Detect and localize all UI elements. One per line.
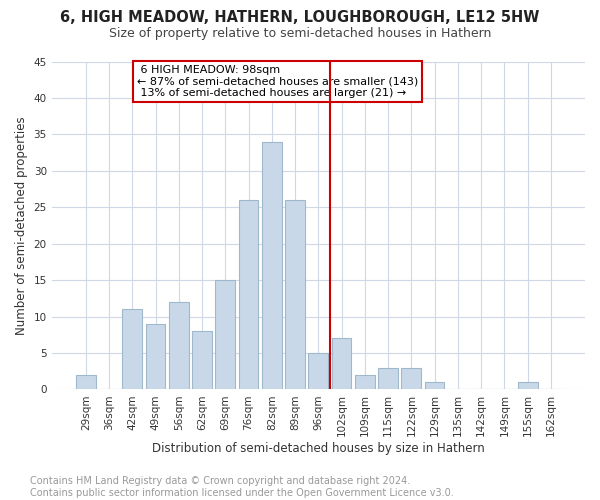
Bar: [146, 324, 166, 390]
Bar: [262, 142, 282, 390]
Bar: [401, 368, 421, 390]
Bar: [355, 375, 375, 390]
Bar: [378, 368, 398, 390]
Bar: [122, 310, 142, 390]
Bar: [239, 200, 259, 390]
Bar: [76, 375, 95, 390]
Bar: [169, 302, 188, 390]
Text: Contains HM Land Registry data © Crown copyright and database right 2024.
Contai: Contains HM Land Registry data © Crown c…: [30, 476, 454, 498]
Bar: [308, 353, 328, 390]
Text: 6 HIGH MEADOW: 98sqm
← 87% of semi-detached houses are smaller (143)
 13% of sem: 6 HIGH MEADOW: 98sqm ← 87% of semi-detac…: [137, 65, 418, 98]
Bar: [285, 200, 305, 390]
Bar: [332, 338, 352, 390]
Text: Size of property relative to semi-detached houses in Hathern: Size of property relative to semi-detach…: [109, 28, 491, 40]
Bar: [215, 280, 235, 390]
Bar: [192, 331, 212, 390]
X-axis label: Distribution of semi-detached houses by size in Hathern: Distribution of semi-detached houses by …: [152, 442, 485, 455]
Bar: [518, 382, 538, 390]
Text: 6, HIGH MEADOW, HATHERN, LOUGHBOROUGH, LE12 5HW: 6, HIGH MEADOW, HATHERN, LOUGHBOROUGH, L…: [61, 10, 539, 25]
Bar: [425, 382, 445, 390]
Y-axis label: Number of semi-detached properties: Number of semi-detached properties: [15, 116, 28, 335]
